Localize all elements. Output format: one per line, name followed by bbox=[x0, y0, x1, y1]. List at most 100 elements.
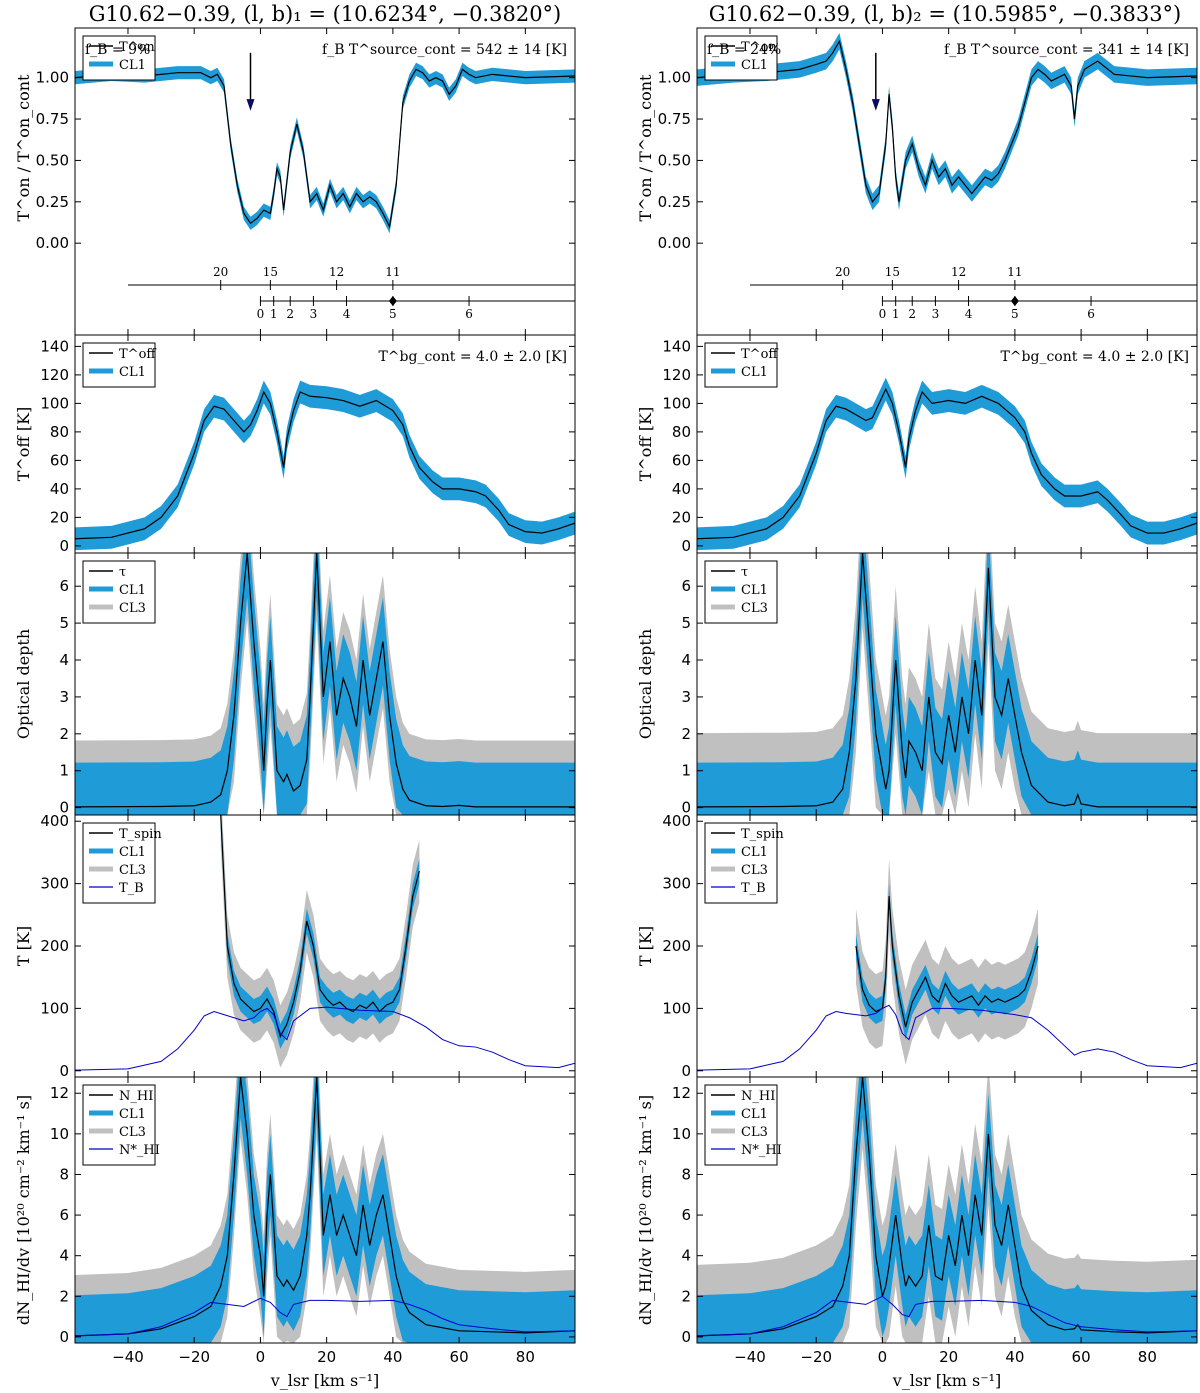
left-panel-4-ytick-label-5: 10 bbox=[50, 1125, 69, 1143]
left-panel-1-ytick-label-2: 40 bbox=[50, 480, 69, 498]
left-panel-1-ytick-label-0: 0 bbox=[59, 537, 69, 555]
left-panel-1: 0 20 40 60 80 100 120 140 T^off [K] T^off CL1 T^bg_… bbox=[14, 334, 576, 555]
right-panel-0-legend-label-0: T^on bbox=[741, 40, 777, 55]
right-panel-2-legend-label-2: CL3 bbox=[741, 601, 768, 616]
left-panel-0: 0.00 0.25 0.50 0.75 1.00T^on / T^on_cont T^on… bbox=[14, 27, 576, 336]
right-panel-0-annotation-right: f_B T^source_cont = 341 ± 14 [K] bbox=[944, 42, 1189, 58]
right-panel-4-ylabel: dN_HI/dv [10²⁰ cm⁻² km⁻¹ s] bbox=[636, 1095, 655, 1325]
left-panel-3-series-0-line bbox=[220, 815, 420, 1039]
right-panel-3-ytick-label-0: 0 bbox=[681, 1062, 691, 1080]
right-panel-1-series-0-line bbox=[697, 387, 1197, 540]
left-panel-4-legend-label-3: N*_HI bbox=[119, 1143, 160, 1158]
left-panel-0-annotation-left: f_B = 9% bbox=[85, 42, 150, 58]
right-panel-1-legend: T^off CL1 bbox=[704, 342, 779, 388]
left-panel-4-legend-label-0: N_HI bbox=[119, 1089, 153, 1104]
left-dist-axis-bottom-label-2: 2 bbox=[286, 307, 294, 321]
left-panel-0-legend-label-0: T^on bbox=[119, 40, 155, 55]
right-dist-axis-marker bbox=[1010, 296, 1019, 306]
left-panel-2-ytick-label-1: 1 bbox=[59, 762, 69, 780]
right-panel-1-ytick-label-4: 80 bbox=[672, 423, 691, 441]
left-panel-4-series-1-line bbox=[75, 1297, 575, 1337]
right-xtick-label-4: 40 bbox=[1005, 1348, 1024, 1366]
right-panel-4-frame bbox=[696, 1076, 1198, 1344]
right-xlabel: v_lsr [km s⁻¹] bbox=[892, 1371, 1002, 1390]
left-panel-1-legend-box bbox=[82, 342, 156, 388]
right-panel-3-series-0-cl1-band bbox=[855, 883, 1039, 1040]
right-panel-0-ytick-label-0: 0.00 bbox=[658, 234, 691, 252]
left-panel-3-ytick-label-3: 300 bbox=[40, 875, 69, 893]
left-panel-2: 0 1 2 3 4 5 6 Optical depth τ CL1 CL3 bbox=[14, 552, 576, 817]
right-panel-1-ytick-label-3: 60 bbox=[672, 451, 691, 469]
left-panel-4-ytick-label-1: 2 bbox=[59, 1287, 69, 1305]
right-panel-2-legend: τ CL1 CL3 bbox=[704, 560, 778, 624]
right-panel-3-legend-label-3: T_B bbox=[741, 881, 766, 896]
left-dist-axis-top-label-3: 11 bbox=[385, 265, 400, 279]
right-panel-1-data bbox=[697, 377, 1197, 551]
left-panel-0-series-0-line bbox=[75, 68, 575, 229]
right-figure: 0.00 0.25 0.50 0.75 1.00T^on / T^on_cont T^on… bbox=[636, 27, 1198, 1390]
right-panel-4-legend-label-0: N_HI bbox=[741, 1089, 775, 1104]
left-panel-3-legend: T_spin CL1 CL3 T_B bbox=[82, 822, 162, 904]
left-panel-2-ytick-label-2: 2 bbox=[59, 725, 69, 743]
left-panel-3-ytick-label-2: 200 bbox=[40, 937, 69, 955]
left-panel-4-ylabel: dN_HI/dv [10²⁰ cm⁻² km⁻¹ s] bbox=[14, 1095, 33, 1325]
right-panel-3-series-0-cl3-band bbox=[855, 858, 1039, 1065]
left-panel-1-ytick-label-5: 100 bbox=[40, 394, 69, 412]
right-panel-0-legend: T^on CL1 bbox=[704, 35, 778, 81]
left-panel-1-ytick-label-3: 60 bbox=[50, 451, 69, 469]
left-panel-2-ytick-label-3: 3 bbox=[59, 688, 69, 706]
right-panel-0-ytick-label-1: 0.25 bbox=[658, 193, 691, 211]
right-panel-3-legend-box bbox=[704, 822, 778, 904]
left-panel-0-ytick-label-0: 0.00 bbox=[36, 234, 69, 252]
left-xtick-label-3: 20 bbox=[317, 1348, 336, 1366]
right-panel-4-ytick-label-0: 0 bbox=[681, 1328, 691, 1346]
right-panel-2-legend-label-1: CL1 bbox=[741, 583, 768, 598]
left-panel-2-ytick-label-4: 4 bbox=[59, 651, 69, 669]
left-xlabel: v_lsr [km s⁻¹] bbox=[270, 1371, 380, 1390]
left-panel-0-ytick-label-1: 0.25 bbox=[36, 193, 69, 211]
left-panel-3-ytick-label-4: 400 bbox=[40, 812, 69, 830]
left-arrow-head bbox=[246, 99, 255, 111]
right-panel-3-ylabel: T [K] bbox=[636, 926, 655, 966]
right-xtick-label-0: −40 bbox=[734, 1348, 766, 1366]
left-xtick-label-1: −20 bbox=[178, 1348, 210, 1366]
right-panel-2-ytick-label-2: 2 bbox=[681, 725, 691, 743]
right-panel-1-ylabel: T^off [K] bbox=[636, 407, 655, 482]
left-panel-1-ytick-label-1: 20 bbox=[50, 508, 69, 526]
left-panel-3-ytick-label-0: 0 bbox=[59, 1062, 69, 1080]
left-dist-axis-top-label-2: 12 bbox=[329, 265, 344, 279]
right-panel-2-ytick-label-3: 3 bbox=[681, 688, 691, 706]
right-panel-3-ytick-label-1: 100 bbox=[662, 999, 691, 1017]
right-panel-4-ytick-label-4: 8 bbox=[681, 1165, 691, 1183]
right-panel-1-ytick-label-5: 100 bbox=[662, 394, 691, 412]
left-panel-1-ylabel: T^off [K] bbox=[14, 407, 33, 482]
right-panel-0-legend-label-1: CL1 bbox=[741, 58, 768, 73]
left-panel-4-ytick-label-2: 4 bbox=[59, 1247, 69, 1265]
right-panel-2-ytick-label-0: 0 bbox=[681, 799, 691, 817]
left-panel-0-ylabel: T^on / T^on_cont bbox=[14, 74, 33, 221]
right-panel-2-legend-label-0: τ bbox=[741, 565, 748, 580]
right-panel-4: 0 2 4 6 8 10 12 dN_HI/dv [10²⁰ cm⁻² km⁻¹ s] N_HI… bbox=[636, 1076, 1198, 1346]
left-panel-1-ytick-label-7: 140 bbox=[40, 337, 69, 355]
left-panel-4-legend-box bbox=[82, 1084, 156, 1166]
right-panel-1-ytick-label-0: 0 bbox=[681, 537, 691, 555]
left-panel-3-series-0-cl1-band bbox=[220, 815, 420, 1049]
left-xtick-label-0: −40 bbox=[112, 1348, 144, 1366]
left-panel-4-data bbox=[75, 1077, 575, 1343]
right-panel-3-legend-label-0: T_spin bbox=[741, 827, 784, 842]
left-dist-axis-marker bbox=[388, 296, 397, 306]
right-panel-3-ytick-label-2: 200 bbox=[662, 937, 691, 955]
right-panel-2-data bbox=[697, 553, 1197, 815]
left-panel-3-ylabel: T [K] bbox=[14, 926, 33, 966]
left-dist-axis-bottom-label-1: 1 bbox=[270, 307, 278, 321]
right-panel-0-ytick-label-3: 0.75 bbox=[658, 110, 691, 128]
right-panel-2-ytick-label-6: 6 bbox=[681, 577, 691, 595]
left-panel-2-ytick-label-6: 6 bbox=[59, 577, 69, 595]
left-panel-1-legend: T^off CL1 bbox=[82, 342, 157, 388]
left-panel-3: 0 100 200 300 400 T [K] T_spin CL1 CL3 T_B bbox=[14, 812, 576, 1080]
right-panel-1-series-0-cl1-band bbox=[697, 377, 1197, 551]
left-panel-0-arrow bbox=[246, 52, 255, 111]
left-panel-2-series-0-line bbox=[75, 553, 575, 808]
right-panel-3-ytick-label-3: 300 bbox=[662, 875, 691, 893]
right-dist-axis-top-label-3: 11 bbox=[1007, 265, 1022, 279]
